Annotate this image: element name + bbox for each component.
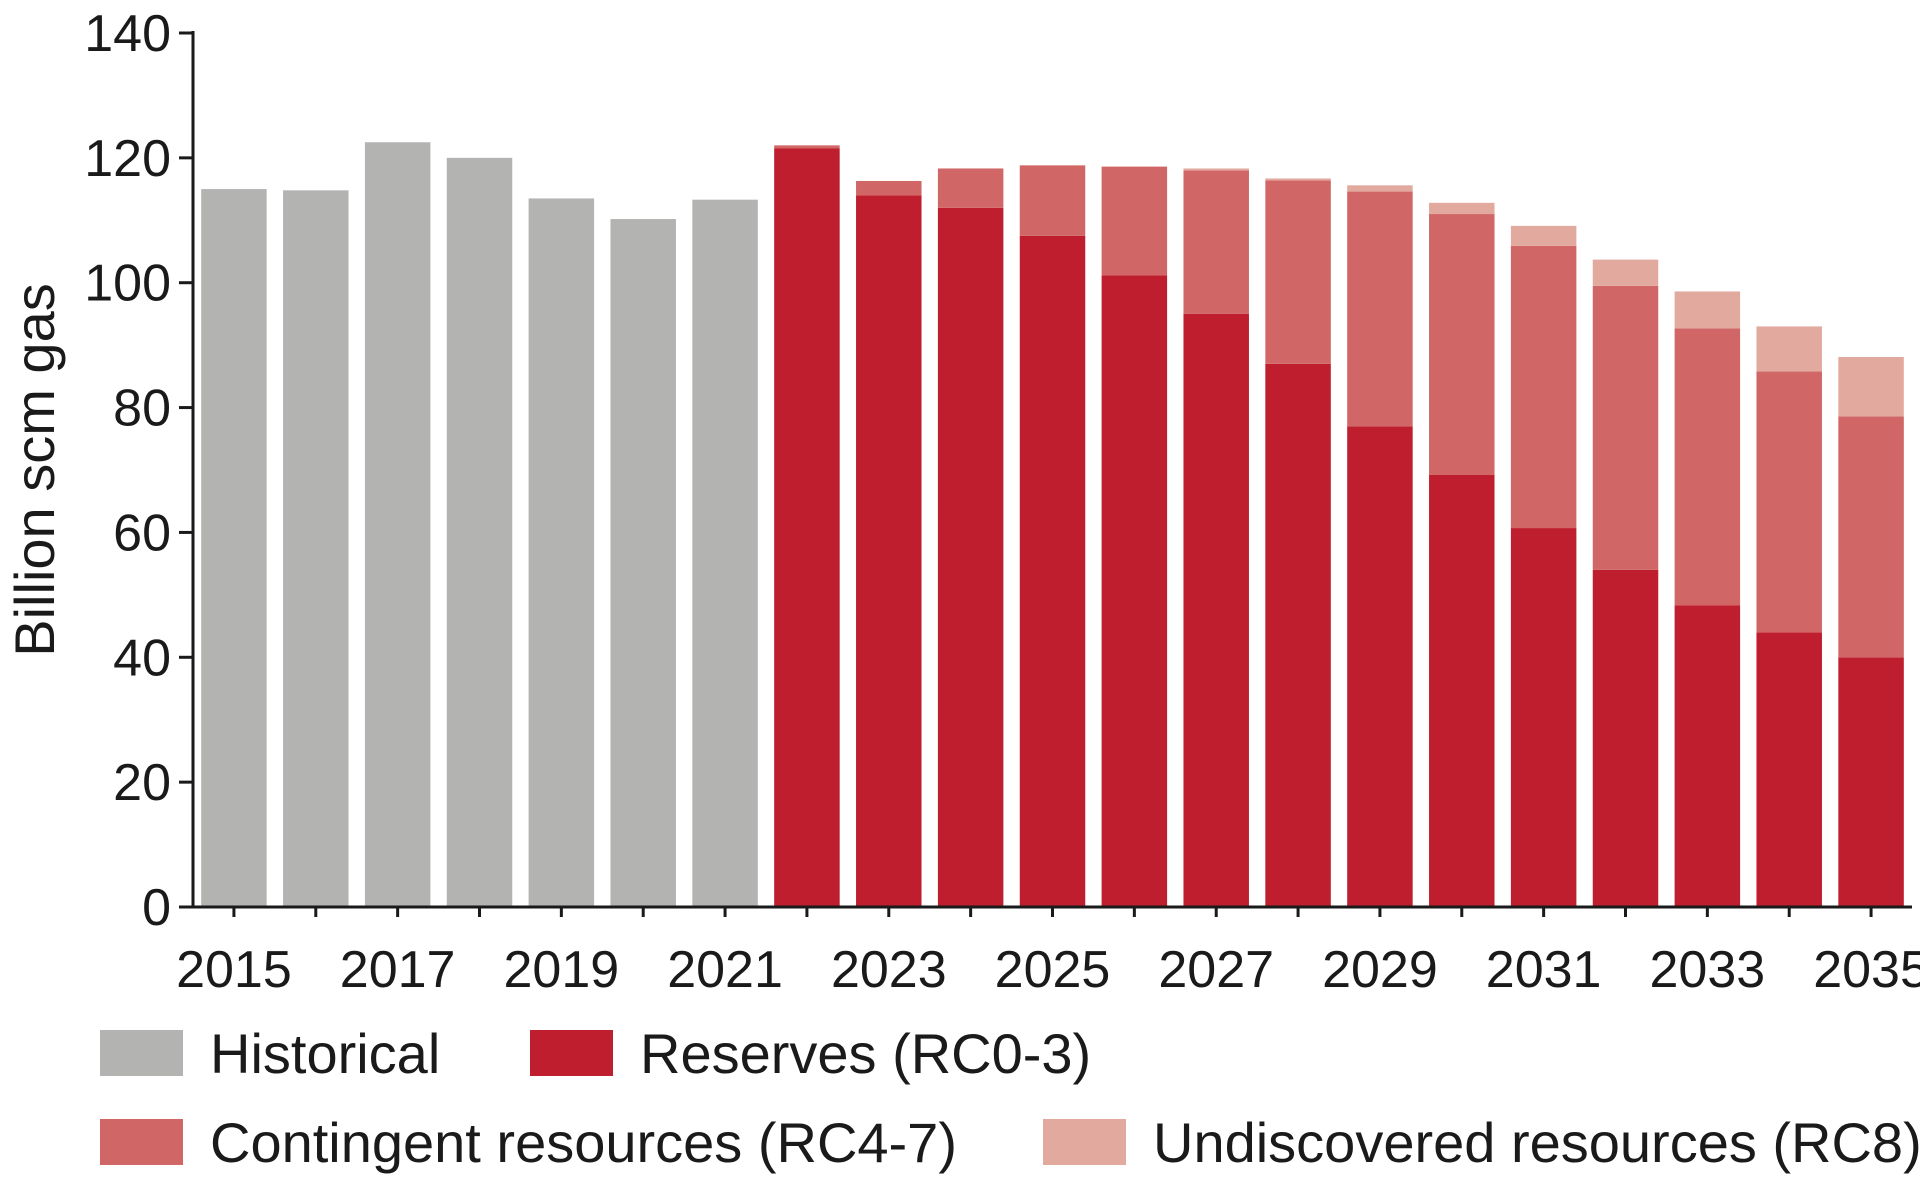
- bar-2022-series-2: [774, 145, 840, 149]
- x-tick-label: 2031: [1486, 941, 1602, 999]
- legend-label-1: Reserves (RC0-3): [640, 1022, 1091, 1085]
- bar-2020-series-0: [610, 219, 676, 908]
- x-tick-label: 2021: [667, 941, 783, 999]
- bar-2030-series-3: [1429, 202, 1495, 215]
- legend-label-3: Undiscovered resources (RC8): [1153, 1111, 1920, 1174]
- y-tick-label: 0: [142, 879, 171, 937]
- x-tick-label: 2019: [504, 941, 620, 999]
- y-tick-label: 20: [113, 754, 171, 812]
- legend-label-0: Historical: [210, 1022, 440, 1085]
- bar-2028-series-3: [1265, 178, 1331, 181]
- bar-2034-series-1: [1756, 632, 1822, 907]
- bar-2029-series-3: [1347, 185, 1413, 192]
- bar-2027-series-1: [1183, 313, 1249, 907]
- x-tick-label: 2025: [995, 941, 1111, 999]
- bar-2025-series-1: [1019, 235, 1086, 907]
- bar-2016-series-0: [283, 190, 349, 907]
- bar-2033-series-3: [1674, 291, 1741, 329]
- bar-2035-series-1: [1838, 657, 1904, 907]
- x-tick-label: 2017: [340, 941, 456, 999]
- x-tick-label: 2033: [1650, 941, 1766, 999]
- bar-2025-series-2: [1019, 165, 1086, 236]
- bar-2033-series-2: [1674, 328, 1741, 606]
- bar-2034-series-3: [1756, 326, 1822, 372]
- x-tick-label: 2015: [176, 941, 292, 999]
- bar-2033-series-1: [1674, 605, 1741, 907]
- bar-2022-series-1: [774, 148, 840, 908]
- bar-2032-series-1: [1592, 569, 1659, 907]
- bar-2023-series-2: [856, 180, 922, 196]
- y-tick-label: 100: [84, 255, 171, 313]
- x-tick-label: 2023: [831, 941, 947, 999]
- bar-2024-series-1: [937, 207, 1004, 908]
- bar-2018-series-0: [446, 157, 513, 908]
- bar-2024-series-2: [937, 168, 1004, 208]
- bar-2032-series-3: [1592, 259, 1659, 286]
- bar-2031-series-3: [1510, 225, 1577, 246]
- legend-swatch-3: [1043, 1119, 1126, 1165]
- bar-2034-series-2: [1756, 371, 1822, 633]
- bar-2026-series-1: [1101, 275, 1168, 908]
- x-tick-label: 2029: [1322, 941, 1438, 999]
- bar-2031-series-2: [1510, 245, 1577, 529]
- legend-label-2: Contingent resources (RC4-7): [210, 1111, 957, 1174]
- y-tick-label: 140: [84, 5, 171, 63]
- bar-2027-series-2: [1183, 170, 1249, 314]
- bar-2017-series-0: [364, 142, 431, 907]
- y-axis-title: Billion scm gas: [3, 283, 66, 656]
- x-tick-label: 2035: [1813, 941, 1920, 999]
- bar-2021-series-0: [692, 199, 758, 907]
- bar-2026-series-2: [1101, 166, 1168, 276]
- legend-swatch-1: [530, 1030, 613, 1076]
- y-tick-label: 60: [113, 504, 171, 562]
- bar-2015-series-0: [201, 189, 267, 907]
- bar-2029-series-1: [1347, 426, 1413, 907]
- bar-2035-series-2: [1838, 416, 1904, 658]
- bar-2035-series-3: [1838, 357, 1904, 417]
- bar-2028-series-1: [1265, 363, 1331, 907]
- bar-2032-series-2: [1592, 285, 1659, 570]
- bar-2030-series-1: [1429, 474, 1495, 907]
- legend: Historical Reserves (RC0-3) Contingent res…: [100, 1022, 1920, 1174]
- y-tick-label: 40: [113, 629, 171, 687]
- bar-2029-series-2: [1347, 191, 1413, 427]
- x-tick-label: 2027: [1158, 941, 1274, 999]
- y-axis-ticks: 0 20 40 60 80 100 120 140: [84, 5, 193, 937]
- bar-2030-series-2: [1429, 214, 1495, 475]
- bar-2023-series-1: [856, 195, 922, 907]
- bar-2031-series-1: [1510, 528, 1577, 907]
- bar-2028-series-2: [1265, 180, 1331, 364]
- bar-2027-series-3: [1183, 168, 1249, 171]
- bar-2019-series-0: [528, 198, 595, 907]
- bars: [201, 142, 1904, 908]
- y-tick-label: 120: [84, 130, 171, 188]
- legend-swatch-2: [100, 1119, 183, 1165]
- y-tick-label: 80: [113, 380, 171, 438]
- legend-swatch-0: [100, 1030, 183, 1076]
- x-axis-ticks: 2015 2017 2019 2021 2023 2025 2027 2029 2031 2033…: [176, 907, 1920, 999]
